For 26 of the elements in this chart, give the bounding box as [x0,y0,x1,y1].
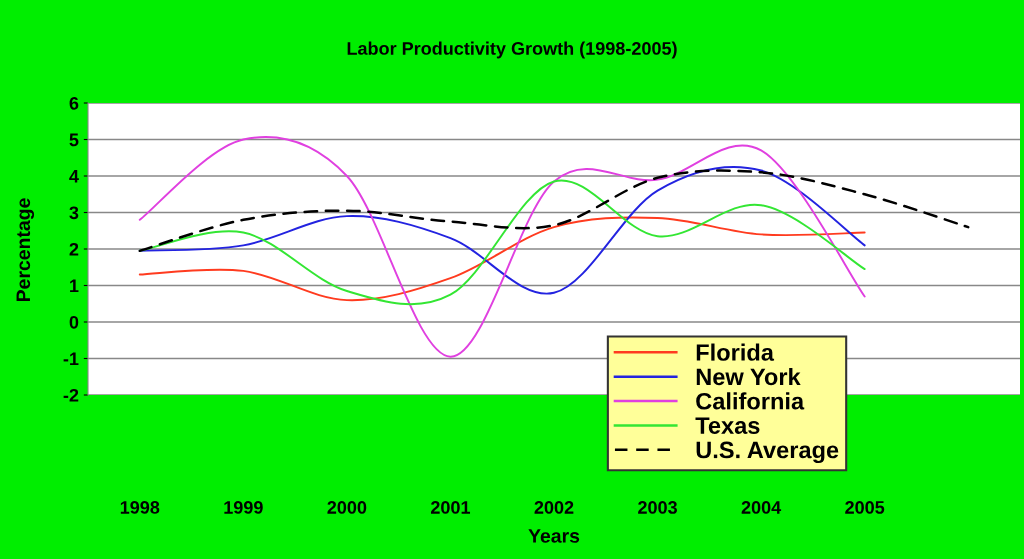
y-tick-label: 6 [69,96,79,110]
x-tick-label: 2001 [430,501,471,514]
x-tick-label: 1999 [224,501,263,514]
x-tick-label: 2005 [845,501,885,514]
y-axis-title: Percentage [16,198,35,302]
line-series [138,216,866,302]
y-tick-label: 3 [69,206,79,220]
x-tick-label: 2000 [327,501,367,514]
legend-label: California [696,392,805,410]
x-tick-label: 1998 [120,501,160,514]
legend-label: U.S. Average [696,441,839,464]
x-axis-title: Years [528,529,580,543]
y-tick-label: -1 [63,352,79,366]
chart-title: Labor Productivity Growth (1998-2005) [347,41,677,59]
legend-label: New York [696,367,801,386]
x-tick-label: 2003 [638,501,677,514]
x-tick-label: 2002 [534,501,574,514]
legend-label: Florida [696,343,775,361]
legend-label: Texas [695,417,760,434]
y-tick-label: 0 [69,315,79,329]
y-tick-label: 5 [69,133,79,147]
y-tick-label: 4 [69,170,79,183]
y-tick-label: 2 [69,242,79,256]
x-tick-label: 2004 [741,501,782,514]
y-tick-label: 1 [70,279,79,293]
y-tick-label: -2 [63,388,79,402]
